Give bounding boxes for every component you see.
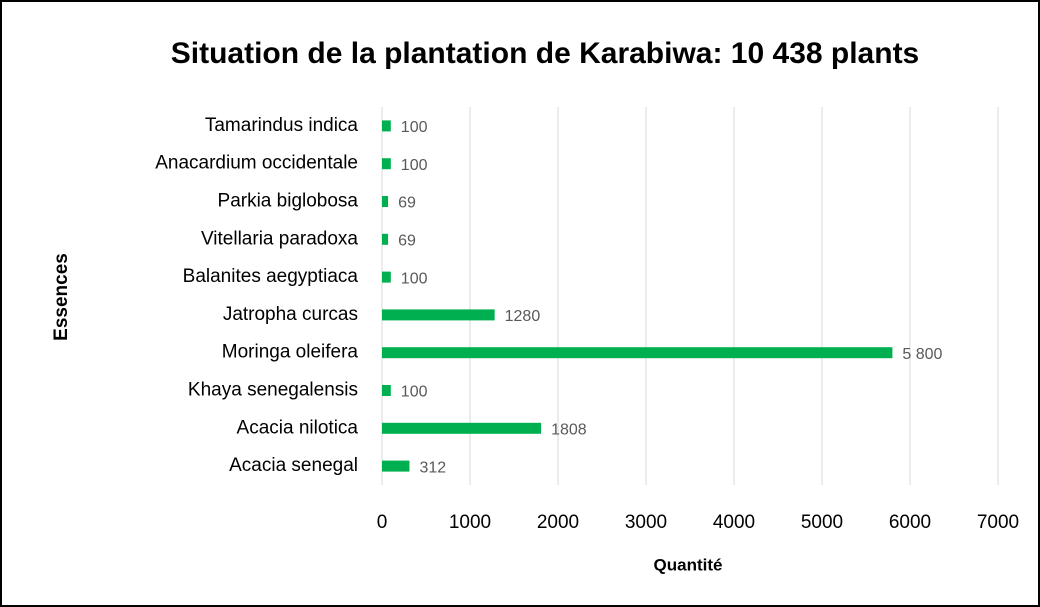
chart-title: Situation de la plantation de Karabiwa: … [171,37,920,70]
bar [382,422,542,434]
value-label: 100 [401,270,428,287]
y-tick-label: Anacardium occidentale [155,153,358,174]
value-label: 1280 [505,308,541,325]
value-label: 100 [401,119,428,136]
bar [382,460,410,472]
value-label: 69 [398,233,416,250]
x-tick-label: 7000 [977,512,1019,533]
bar [382,385,391,396]
value-label: 69 [398,195,416,212]
x-tick-label: 6000 [889,512,931,533]
y-tick-label: Acacia senegal [229,455,358,476]
y-tick-label: Acacia nilotica [237,417,359,438]
bar [382,233,389,245]
value-label: 312 [419,459,446,476]
y-tick-label: Khaya senegalensis [188,380,358,401]
bar [382,309,495,321]
bar [382,120,391,132]
x-tick-label: 4000 [713,512,755,533]
x-tick-label: 3000 [625,512,667,533]
x-tick-label: 0 [377,512,388,533]
y-tick-label: Vitellaria paradoxa [201,228,358,249]
y-axis-label: Essences [51,253,72,341]
y-tick-label: Jatropha curcas [223,304,358,325]
value-label: 1808 [551,422,587,439]
x-axis-label: Quantité [654,555,723,574]
bar [382,347,893,359]
y-tick-label: Moringa oleifera [222,342,359,363]
x-tick-label: 1000 [449,512,491,533]
value-label: 100 [401,157,428,174]
y-tick-label: Balanites aegyptiaca [183,266,359,287]
y-tick-label: Tamarindus indica [205,115,359,136]
value-label: 5 800 [902,346,942,363]
value-label: 100 [401,384,428,401]
y-tick-label: Parkia biglobosa [218,191,359,212]
bar [382,196,389,207]
bar [382,158,391,170]
bar [382,271,391,283]
x-tick-label: 5000 [801,512,843,533]
x-tick-label: 2000 [537,512,579,533]
